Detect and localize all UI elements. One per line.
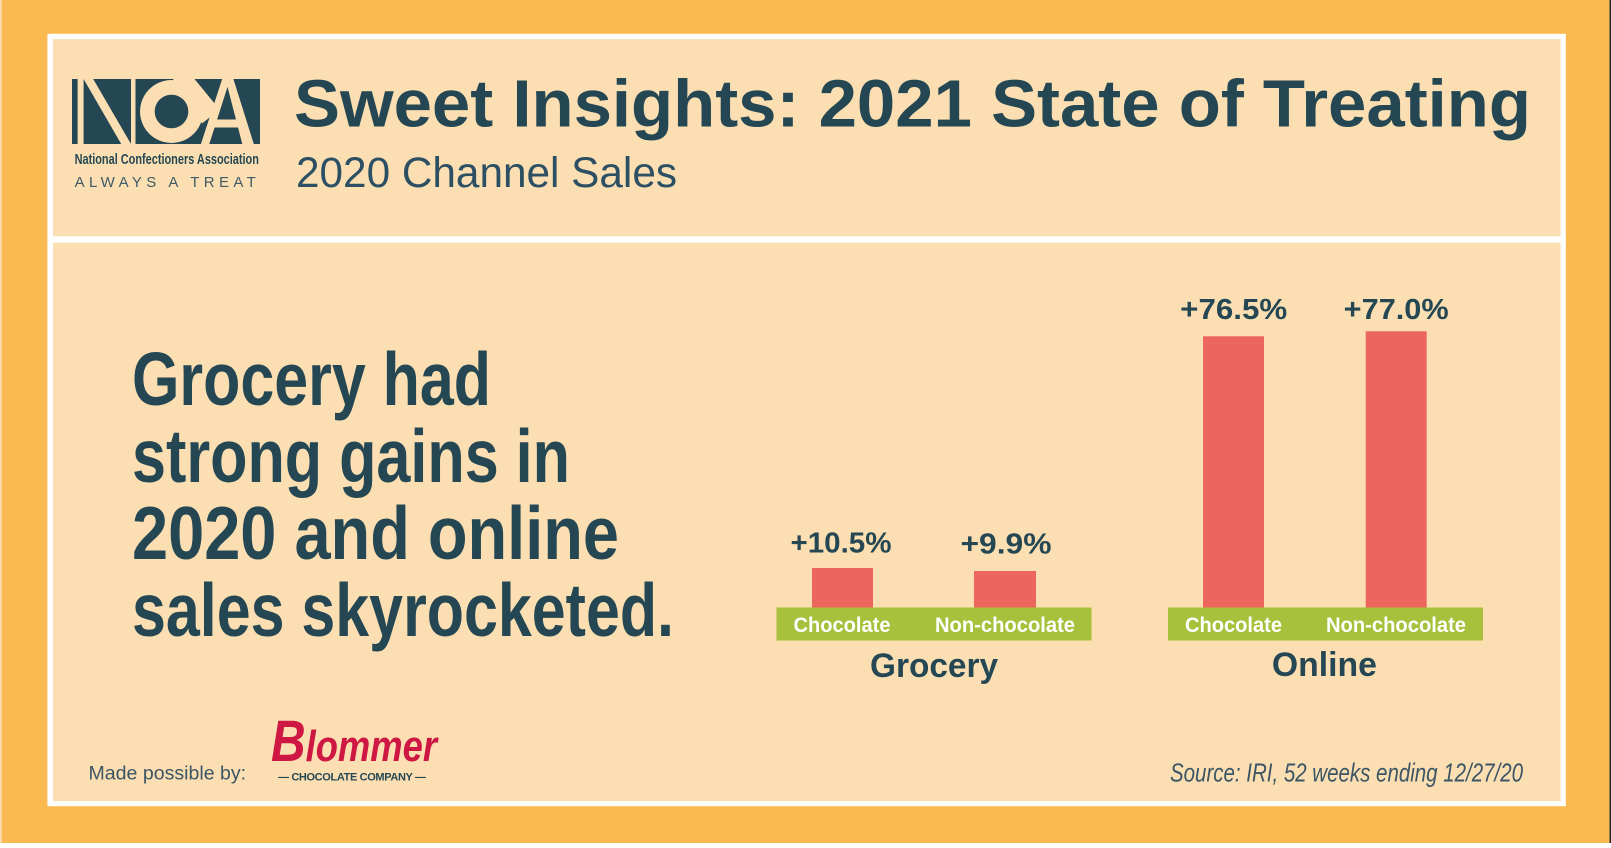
svg-text:Made possible by:: Made possible by:: [89, 764, 247, 785]
svg-text:Grocery had: Grocery had: [132, 337, 491, 421]
svg-text:+77.0%: +77.0%: [1344, 294, 1449, 326]
svg-text:Grocery: Grocery: [870, 647, 998, 685]
svg-text:sales skyrocketed.: sales skyrocketed.: [132, 568, 674, 652]
svg-text:National Confectioners Associa: National Confectioners Association: [75, 152, 259, 168]
svg-text:+10.5%: +10.5%: [791, 528, 892, 560]
svg-text:Sweet Insights: 2021 State of: Sweet Insights: 2021 State of Treating: [294, 67, 1531, 142]
svg-text:— CHOCOLATE COMPANY —: — CHOCOLATE COMPANY —: [278, 771, 426, 783]
svg-text:Non-chocolate: Non-chocolate: [1326, 614, 1466, 637]
svg-text:Online: Online: [1272, 646, 1377, 684]
svg-text:Chocolate: Chocolate: [1185, 614, 1282, 637]
svg-text:2020 and online: 2020 and online: [132, 491, 619, 575]
svg-text:strong gains in: strong gains in: [132, 414, 570, 498]
svg-text:+9.9%: +9.9%: [961, 529, 1052, 561]
svg-text:+76.5%: +76.5%: [1180, 294, 1287, 326]
svg-text:Chocolate: Chocolate: [794, 614, 891, 637]
svg-text:2020 Channel Sales: 2020 Channel Sales: [296, 149, 677, 197]
svg-text:Source: IRI, 52 weeks ending 1: Source: IRI, 52 weeks ending 12/27/20: [1170, 757, 1523, 787]
svg-text:Non-chocolate: Non-chocolate: [935, 614, 1075, 637]
